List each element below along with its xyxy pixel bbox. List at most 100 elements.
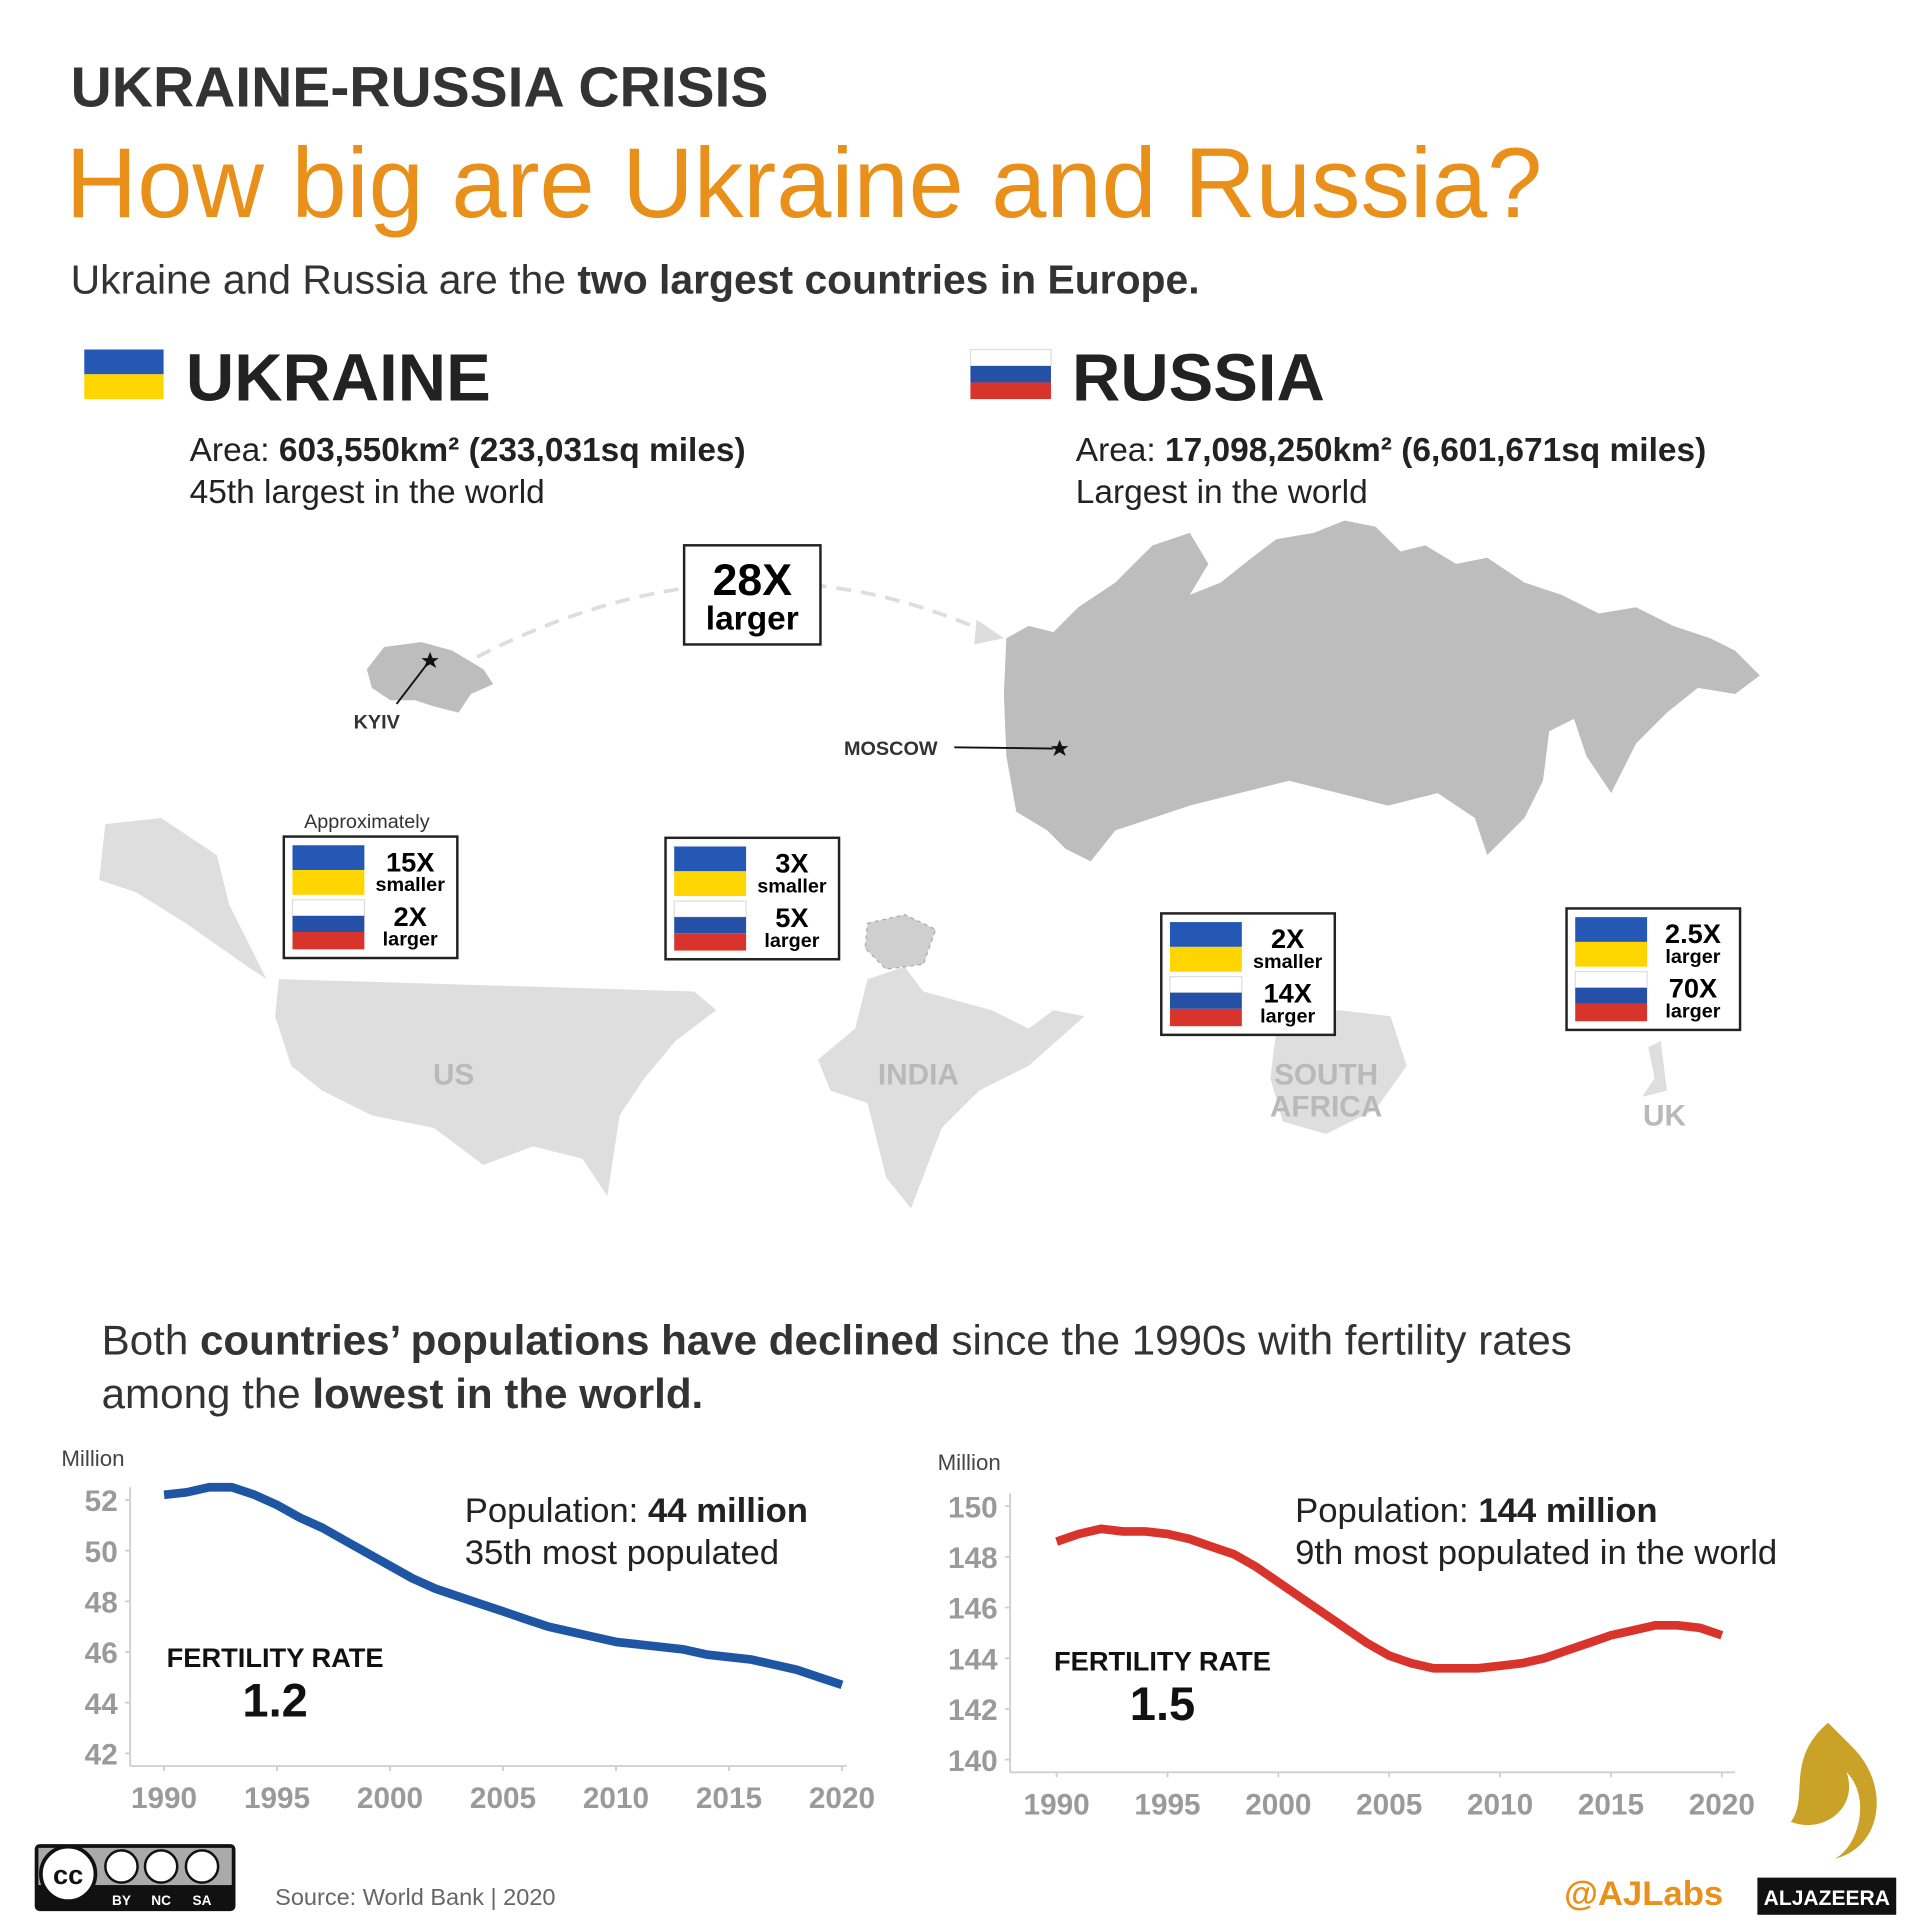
intro-text: among the [102,1370,313,1417]
ratio: 70X [1669,973,1718,1004]
comparison-word: larger [706,601,799,638]
subtitle-text: Ukraine and Russia are the [71,257,578,303]
flag-stripe [291,899,365,917]
population-rank: 9th most populated in the world [1295,1534,1777,1572]
ukraine-map [366,641,494,713]
ukraine-rank: 45th largest in the world [190,474,545,511]
x-tick-label: 2000 [357,1782,423,1815]
arrow-head [974,619,1004,645]
x-tick-label: 1990 [131,1782,197,1815]
y-tick-label: 46 [85,1637,118,1670]
y-tick-label: 44 [85,1688,119,1721]
flag-stripe [1575,1003,1648,1022]
area-value: 603,550km² (233,031sq miles) [279,432,746,469]
russia-map [1003,520,1760,862]
y-axis-label: Million [938,1450,1001,1475]
flag-stripe [674,917,747,934]
x-tick-label: 2010 [583,1782,649,1815]
x-tick-label: 2010 [1467,1788,1533,1821]
x-tick-label: 2015 [696,1782,762,1815]
y-tick-label: 42 [85,1739,118,1772]
flag-stripe [292,931,365,950]
capital-star [421,651,439,669]
y-tick-label: 148 [948,1542,998,1575]
y-tick-label: 48 [85,1586,118,1619]
kicker: UKRAINE-RUSSIA CRISIS [71,56,769,120]
license-badge: cc BY NC SA [34,1844,236,1912]
comparison-ratio: 28X [713,556,793,605]
flag-stripe [1575,917,1648,942]
x-tick-label: 1995 [1134,1788,1200,1821]
russia-name: RUSSIA [1072,340,1325,415]
ukraine-name: UKRAINE [186,340,491,415]
flag-stripe [674,846,747,872]
population-intro: among the lowest in the world. [102,1370,704,1417]
comparison-box: 28X larger [682,544,822,646]
area-value: 17,098,250km² (6,601,671sq miles) [1165,432,1706,469]
flag-stripe [1575,941,1648,967]
ratio-word: larger [764,930,819,952]
license-icon: cc [53,1859,83,1890]
intro-text: Both [102,1317,200,1364]
capital-label: KYIV [354,712,401,734]
y-tick-label: 150 [948,1491,998,1524]
ratio-word: smaller [376,874,446,896]
background-map [99,817,1667,1209]
flag-stripe [292,845,365,871]
capital-leader [954,746,1054,750]
flag-stripe [674,871,747,897]
y-tick-label: 146 [948,1593,998,1626]
flag-stripe [1169,992,1242,1009]
flag-stripe [1169,946,1242,972]
ratio-word: larger [1665,946,1720,968]
x-tick-label: 1995 [244,1782,310,1815]
subtitle: Ukraine and Russia are the two largest c… [71,257,1200,303]
y-tick-label: 140 [948,1745,998,1778]
flag-stripe [1169,1008,1242,1027]
intro-emphasis: countries’ populations have declined [200,1317,940,1364]
handle: @AJLabs [1564,1875,1723,1913]
x-tick-label: 2005 [1356,1788,1422,1821]
source: Source: World Bank | 2020 [275,1884,555,1910]
flag-stripe [673,900,747,918]
population-line [1055,1524,1724,1673]
flag-stripe [292,915,365,932]
area-label: Area: [1076,432,1165,469]
y-tick-label: 144 [948,1643,998,1676]
license-term: BY [112,1893,131,1908]
capital-label: MOSCOW [844,738,938,760]
country-comparisons: USApproximately15Xsmaller2XlargerINDIA3X… [282,811,1742,1132]
y-tick-label: 52 [85,1485,118,1518]
country-name: AFRICA [1270,1091,1382,1124]
y-tick-label: 142 [948,1694,998,1727]
ratio: 5X [775,902,808,933]
y-axis-label: Million [61,1446,124,1471]
x-tick-label: 2015 [1578,1788,1644,1821]
ratio-word: smaller [1253,951,1323,973]
logo [1790,1722,1877,1860]
russia-flag [969,348,1052,400]
capital-star [1050,739,1069,757]
note: Approximately [304,811,430,833]
ratio: 2.5X [1665,918,1721,949]
flag-stripe [1169,975,1243,994]
x-tick-label: 2005 [470,1782,536,1815]
x-tick-label: 2020 [809,1782,875,1815]
license-term: NC [151,1893,171,1908]
population-label: Population: [1295,1492,1478,1530]
fertility-value: 1.5 [1130,1677,1195,1730]
area-label: Area: [190,432,279,469]
ratio: 2X [394,901,427,932]
capital-leader [395,661,430,705]
x-tick-label: 2020 [1689,1788,1755,1821]
country-name: INDIA [878,1058,959,1091]
country-name: UK [1643,1099,1686,1132]
population-intro: Both countries’ populations have decline… [102,1317,1572,1364]
subtitle-emphasis: two largest countries in Europe. [577,257,1199,303]
intro-text: since the 1990s with fertility rates [940,1317,1572,1364]
flag-stripe [1169,922,1242,947]
ratio-word: larger [1665,1001,1720,1023]
license-term: SA [193,1893,212,1908]
intro-emphasis: lowest in the world. [312,1370,703,1417]
ratio-word: larger [1260,1005,1315,1027]
